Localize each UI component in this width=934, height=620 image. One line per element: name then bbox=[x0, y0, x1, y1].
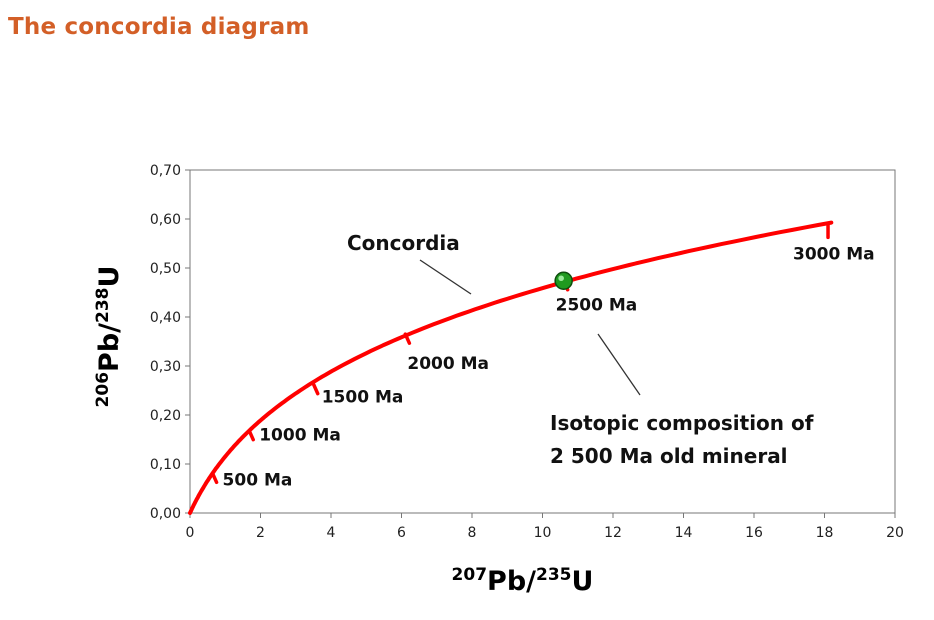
age-tick bbox=[311, 382, 320, 396]
mineral-composition-point bbox=[554, 271, 573, 290]
page-title: The concordia diagram bbox=[8, 14, 310, 40]
y-tick-label: 0,30 bbox=[150, 359, 181, 375]
x-tick-label: 2 bbox=[256, 525, 265, 541]
x-tick-label: 0 bbox=[186, 525, 195, 541]
x-tick-label: 10 bbox=[534, 525, 552, 541]
point-highlight bbox=[558, 275, 564, 282]
annotation-line-2: 2 500 Ma old mineral bbox=[550, 444, 788, 468]
age-tick bbox=[403, 332, 412, 345]
y-tick-label: 0,40 bbox=[150, 310, 181, 326]
age-label: 500 Ma bbox=[223, 470, 293, 490]
x-mass-235: 235 bbox=[536, 565, 572, 585]
y-title-base: Pb/ bbox=[94, 323, 125, 372]
x-title-base: Pb/ bbox=[487, 566, 536, 597]
x-axis-title: 207Pb/235U bbox=[452, 565, 594, 597]
age-label: 2000 Ma bbox=[407, 354, 489, 374]
y-tick-label: 0,20 bbox=[150, 408, 181, 424]
y-title-element: U bbox=[94, 266, 125, 288]
x-tick-label: 6 bbox=[397, 525, 406, 541]
x-tick-label: 20 bbox=[886, 525, 904, 541]
age-label: 2500 Ma bbox=[556, 296, 638, 316]
y-tick-label: 0,70 bbox=[150, 163, 181, 179]
x-tick-label: 12 bbox=[604, 525, 622, 541]
annotation-line-1: Isotopic composition of bbox=[550, 411, 814, 435]
age-tick bbox=[210, 471, 219, 485]
x-tick-label: 18 bbox=[816, 525, 834, 541]
x-tick-label: 16 bbox=[745, 525, 763, 541]
y-axis-title: 206Pb/238U bbox=[93, 266, 125, 408]
age-label: 1500 Ma bbox=[322, 388, 404, 408]
curve-label: Concordia bbox=[347, 231, 460, 255]
x-axis-ticks: 0 2 4 6 8 10 12 14 16 18 20 bbox=[186, 513, 904, 541]
x-title-element: U bbox=[572, 566, 594, 597]
y-tick-label: 0,10 bbox=[150, 457, 181, 473]
x-tick-label: 4 bbox=[327, 525, 336, 541]
y-axis-ticks: 0,00 0,10 0,20 0,30 0,40 0,50 0,60 0,70 bbox=[150, 163, 190, 522]
concordia-leader-line bbox=[419, 259, 472, 295]
y-mass-238: 238 bbox=[93, 287, 113, 323]
age-label: 1000 Ma bbox=[259, 426, 341, 446]
age-tick bbox=[247, 428, 255, 442]
plot-border bbox=[189, 169, 896, 514]
plot-frame bbox=[189, 169, 896, 514]
y-tick-label: 0,50 bbox=[150, 261, 181, 277]
annotation-leader-line bbox=[597, 333, 641, 396]
x-tick-label: 8 bbox=[468, 525, 477, 541]
age-label: 3000 Ma bbox=[793, 244, 875, 264]
y-tick-label: 0,00 bbox=[150, 506, 181, 522]
y-mass-206: 206 bbox=[93, 372, 113, 408]
x-mass-207: 207 bbox=[452, 565, 488, 585]
x-tick-label: 14 bbox=[675, 525, 693, 541]
y-tick-label: 0,60 bbox=[150, 212, 181, 228]
